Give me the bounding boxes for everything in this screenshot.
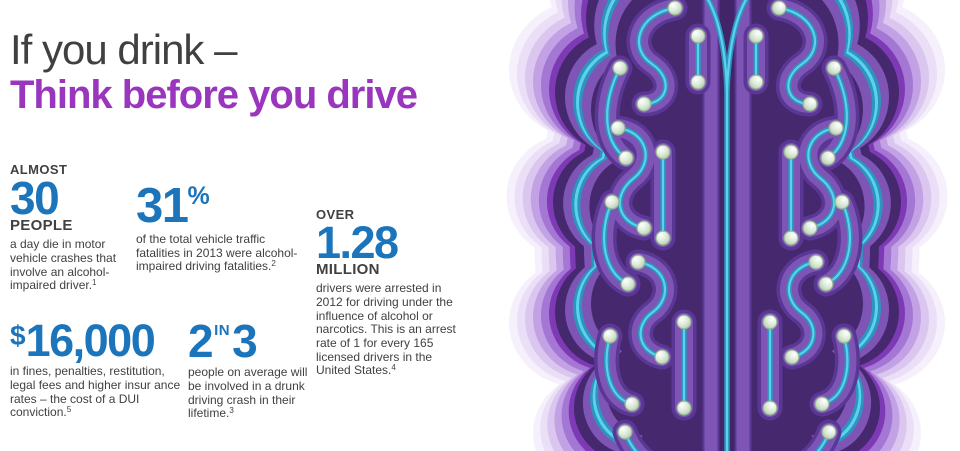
stat-value-a: 2 (188, 315, 214, 367)
brain-illustration (506, 0, 948, 451)
brain-central-fissure (702, 0, 752, 451)
stat-body: a day die in motor vehicle crashes that … (10, 237, 117, 293)
stat-body: people on average will be involved in a … (188, 365, 308, 421)
stat-2-in-3: 2 IN3 people on average will be involved … (188, 318, 320, 421)
stat-body: in fines, penalties, restitution, legal … (10, 364, 181, 420)
stat-value: 16,000 (25, 315, 156, 366)
stat-over-1-28-million: OVER 1.28 MILLION drivers were arrested … (316, 207, 468, 378)
stat-body: drivers were arrested in 2012 for drivin… (316, 281, 456, 378)
stat-kicker: OVER (316, 207, 355, 222)
stat-31-percent: 31% of the total vehicle traffic fatalit… (136, 182, 298, 274)
stat-value-b: 3 (232, 315, 258, 367)
stat-dollar-sign: $ (10, 320, 26, 351)
footnote-marker: 1 (92, 278, 97, 288)
stat-value-row: $16,000 (10, 318, 190, 363)
footnote-marker: 3 (229, 406, 234, 416)
stat-dui-cost-16000: $16,000 in fines, penalties, restitution… (10, 318, 190, 420)
stat-percent-sign: % (187, 182, 210, 210)
stat-value-row: 2 IN3 (188, 318, 320, 364)
stat-almost-30-people: ALMOST 30 PEOPLE a day die in motor vehi… (10, 162, 142, 293)
title-line-2: Think before you drive (10, 73, 418, 118)
stat-connector: IN (214, 322, 231, 339)
stat-unit: MILLION (316, 261, 380, 279)
page-title: If you drink – Think before you drive (10, 26, 418, 118)
stat-kicker: ALMOST (10, 162, 68, 177)
title-line-1: If you drink – (10, 26, 237, 73)
footnote-marker: 4 (391, 363, 396, 373)
stat-value: 31 (136, 179, 189, 233)
footnote-marker: 2 (271, 259, 276, 269)
stat-unit: PEOPLE (10, 217, 73, 235)
stat-body: of the total vehicle traffic fatalities … (136, 232, 298, 274)
stat-value-row: 31% (136, 182, 298, 231)
stat-value: 1.28 (316, 217, 399, 268)
stat-value: 30 (10, 172, 60, 224)
footnote-marker: 5 (66, 405, 72, 415)
